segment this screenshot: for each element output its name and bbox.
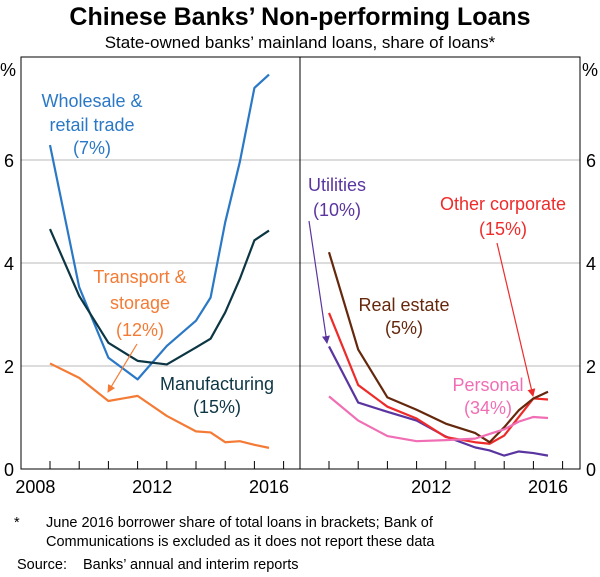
x-tick-label: 2016: [249, 477, 289, 497]
y-tick-label-left: 4: [4, 254, 14, 274]
y-tick-label-right: 2: [586, 357, 596, 377]
series-line-transport-storage: [49, 362, 270, 449]
series-label: Wholesale &: [41, 91, 142, 111]
series-line-other-corporate: [327, 312, 549, 445]
source-label: Source:: [17, 557, 67, 573]
y-tick-label-left: 2: [4, 357, 14, 377]
footnote-marker: *: [14, 515, 20, 531]
series-line-manufacturing: [48, 228, 270, 366]
footnote-line-1: June 2016 borrower share of total loans …: [46, 515, 433, 531]
transport-arrow: [107, 343, 138, 393]
chart-subtitle: State-owned banks’ mainland loans, share…: [104, 33, 496, 52]
x-tick-label: 2012: [411, 477, 451, 497]
utilities-arrow: [308, 220, 330, 344]
series-label: Other corporate: [440, 194, 566, 214]
series-line-personal: [328, 395, 549, 443]
series-share-label: (15%): [479, 219, 527, 239]
series-line-wholesale-retail-trade: [48, 73, 270, 381]
x-tick-label: 2012: [132, 477, 172, 497]
series-label: storage: [110, 293, 170, 313]
y-tick-label-left: 0: [4, 460, 14, 480]
y-tick-label-right: 0: [586, 460, 596, 480]
series-share-label: (5%): [385, 318, 423, 338]
series-label: retail trade: [49, 115, 134, 135]
series-share-label: (15%): [193, 397, 241, 417]
series-label: Transport &: [93, 267, 186, 287]
source-text: Banks’ annual and interim reports: [83, 557, 299, 573]
series-share-label: (10%): [313, 200, 361, 220]
y-tick-label-left: 6: [4, 151, 14, 171]
series-label: Personal: [452, 375, 523, 395]
series-share-label: (34%): [464, 398, 512, 418]
x-tick-label: 2008: [15, 477, 55, 497]
series-share-label: (7%): [73, 138, 111, 158]
y-unit-right: %: [582, 60, 598, 80]
y-unit-left: %: [0, 60, 16, 80]
series-label: Manufacturing: [160, 374, 274, 394]
y-tick-label-right: 4: [586, 254, 596, 274]
chart-title: Chinese Banks’ Non-performing Loans: [69, 3, 531, 31]
footnote-line-2: Communications is excluded as it does no…: [46, 534, 435, 550]
series-line-utilities: [328, 345, 549, 457]
y-tick-label-right: 6: [586, 151, 596, 171]
series-line-real-estate: [327, 251, 549, 444]
other-corporate-arrow: [496, 242, 536, 397]
series-share-label: (12%): [116, 320, 164, 340]
series-label: Real estate: [358, 295, 449, 315]
series-label: Utilities: [308, 175, 366, 195]
x-tick-label: 2016: [528, 477, 568, 497]
